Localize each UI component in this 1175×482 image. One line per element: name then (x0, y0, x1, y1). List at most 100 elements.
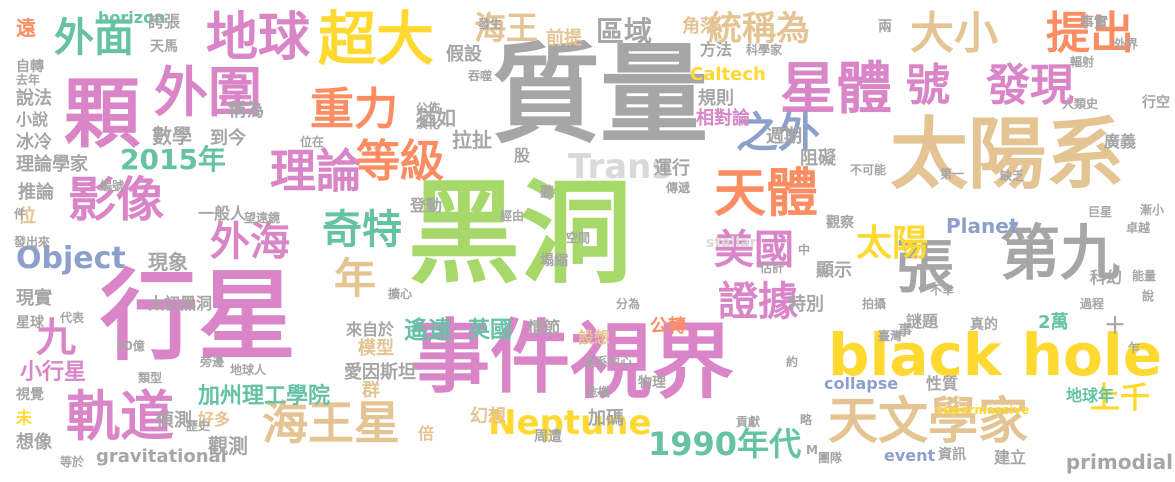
cloud-word: 模型 (358, 338, 394, 359)
cloud-word: 輻射 (1070, 55, 1095, 69)
cloud-word: 群 (362, 380, 380, 401)
cloud-word: collapse (824, 374, 899, 393)
cloud-word: 貢獻 (736, 415, 761, 429)
cloud-word: 分為 (616, 297, 641, 311)
cloud-word: 空間 (566, 231, 591, 245)
cloud-word: 過程 (1080, 297, 1105, 311)
cloud-word: 去年 (16, 73, 41, 87)
cloud-word: 統稱為 (708, 9, 810, 49)
cloud-word: 張 (896, 233, 955, 301)
cloud-word: 地球年 (1066, 386, 1115, 405)
cloud-word: 遙遠 (404, 316, 452, 344)
cloud-word: 之外 (736, 108, 821, 157)
cloud-word: 現象 (148, 250, 188, 274)
cloud-word: 奇特 (322, 207, 402, 253)
cloud-word: 吞噬 (468, 69, 493, 83)
cloud-word: 來自於 (346, 320, 395, 339)
cloud-word: 外海 (210, 219, 290, 265)
cloud-word: 幻想 (470, 406, 506, 427)
cloud-word: horizon (98, 8, 166, 27)
cloud-word: 阻礙 (800, 148, 836, 169)
cloud-word: 缺乏 (1000, 169, 1025, 183)
cloud-word: 不可能 (850, 163, 887, 177)
cloud-word: 公佈 (416, 101, 441, 115)
cloud-word: 經由 (500, 209, 525, 223)
cloud-word: 拉扯 (452, 128, 492, 152)
cloud-word: 科幻 (1090, 268, 1123, 287)
cloud-word: 年 (334, 254, 377, 303)
cloud-word: 相對論 (696, 108, 750, 129)
cloud-word: 十 (1106, 316, 1124, 337)
cloud-word: 略 (800, 413, 813, 427)
cloud-word: black hole (828, 321, 1163, 389)
cloud-word: 加州理工學院 (198, 384, 331, 409)
cloud-word: 未 (16, 408, 33, 427)
cloud-word: 海王 (474, 9, 539, 47)
cloud-word: gravitational (96, 446, 227, 467)
cloud-word: 海王星 (262, 396, 400, 450)
cloud-word: 行星 (100, 260, 297, 374)
cloud-word: 件 (14, 207, 27, 221)
cloud-word: 天體 (714, 164, 819, 224)
cloud-word: 遠 (16, 16, 36, 40)
cloud-word: 公轉 (650, 316, 686, 337)
cloud-word: 旁邊 (200, 355, 225, 369)
cloud-word: 超大 (318, 5, 435, 73)
cloud-word: 外面 (54, 15, 134, 61)
cloud-word: 顯示 (816, 260, 852, 281)
cloud-word: Planet (946, 214, 1019, 238)
cloud-word: Trans (568, 147, 672, 187)
cloud-word: 外圍 (154, 61, 262, 124)
cloud-word: 第九 (1000, 219, 1120, 289)
cloud-word: 類型 (138, 371, 163, 385)
cloud-word: 美國 (714, 227, 794, 273)
cloud-word: 廣義 (1104, 132, 1137, 151)
cloud-word: 角落 (682, 16, 718, 37)
cloud-word: 推論 (18, 182, 54, 203)
cloud-word: 2015年 (120, 143, 226, 176)
cloud-word: 科學家 (746, 43, 783, 57)
cloud-word: 望遠鏡 (244, 211, 281, 225)
cloud-word: 想像 (16, 432, 52, 453)
cloud-word: 發生 (478, 17, 503, 31)
cloud-word: stellar (706, 235, 757, 251)
cloud-word: 誇張 (148, 12, 181, 31)
cloud-word: 巨星 (1088, 205, 1113, 219)
cloud-word: 謎題 (906, 312, 939, 331)
cloud-word: 建立 (994, 448, 1027, 467)
cloud-word: Object (16, 241, 126, 276)
cloud-word: 觀測 (208, 434, 248, 458)
cloud-word: 50億 (116, 339, 145, 353)
cloud-word: 稱為 (228, 100, 264, 121)
cloud-word: 視界 (570, 315, 735, 410)
cloud-word: 星體 (780, 57, 892, 122)
cloud-word: 好多 (198, 410, 231, 429)
cloud-word: 聽 (540, 185, 554, 201)
cloud-word: 特別 (788, 294, 824, 315)
cloud-word: 人類史 (1062, 97, 1099, 111)
cloud-word: Caltech (690, 64, 766, 85)
cloud-word: 九 (36, 315, 76, 361)
cloud-word: 週期 (766, 126, 802, 147)
cloud-word: 性質 (926, 374, 959, 393)
cloud-word: 資訊 (938, 447, 966, 463)
cloud-word: 偵測 (156, 410, 192, 431)
cloud-word: 太初黑洞 (148, 294, 213, 313)
cloud-word: 愛因斯坦 (344, 362, 416, 383)
cloud-word: 外界 (1114, 37, 1139, 51)
cloud-word: 軌道 (66, 385, 174, 448)
cloud-word: 顆 (64, 69, 140, 158)
cloud-word: 周遭 (534, 429, 562, 445)
cloud-word: 假設 (446, 44, 482, 65)
cloud-word: 漸小 (1140, 203, 1165, 217)
cloud-word: 擴心 (388, 287, 413, 301)
cloud-word: 2萬 (1038, 312, 1069, 333)
cloud-word: 證據 (718, 279, 798, 325)
cloud-word: 不幸 (930, 283, 955, 297)
cloud-word: 股 (514, 146, 531, 165)
cloud-word: 傳遞 (666, 181, 691, 195)
cloud-word: 天馬 (150, 39, 178, 55)
cloud-word: 團隊 (818, 451, 843, 465)
cloud-word: 代表 (60, 311, 85, 325)
